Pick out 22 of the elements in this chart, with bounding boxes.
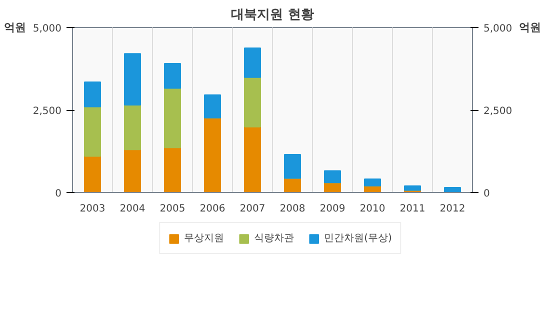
y-axis-title: 억원 <box>4 21 26 34</box>
y2-tick-label: 2,500 <box>484 106 512 117</box>
x-tick-label: 2010 <box>360 204 386 214</box>
x-tick-label: 2011 <box>400 204 426 214</box>
legend-label: 식량차관 <box>254 232 294 245</box>
x-tick-label: 2003 <box>80 204 106 214</box>
y2-tick-label: 5,000 <box>484 24 512 34</box>
y-tick-label: 0 <box>55 188 62 200</box>
legend-label: 민간차원(무상) <box>324 232 392 245</box>
y2-tick-label: 0 <box>484 188 490 200</box>
y-tick-label: 2,500 <box>32 106 62 117</box>
x-tick-label: 2007 <box>240 204 266 214</box>
y2-axis-title: 억원 <box>519 21 542 34</box>
chart-title: 대북지원 현황 <box>231 8 314 22</box>
legend-label: 무상지원 <box>184 232 224 245</box>
x-tick-label: 2005 <box>160 204 186 214</box>
y-tick-label: 5,000 <box>32 24 62 34</box>
x-tick-label: 2009 <box>320 204 346 214</box>
x-tick-label: 2012 <box>440 204 466 214</box>
x-tick-label: 2008 <box>280 204 306 214</box>
x-tick-label: 2004 <box>120 204 146 214</box>
x-tick-label: 2006 <box>200 204 226 214</box>
